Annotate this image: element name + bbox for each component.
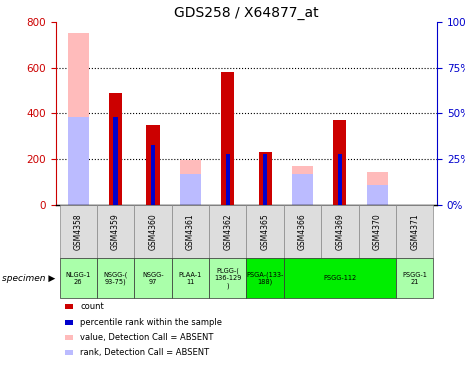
Text: GSM4360: GSM4360 — [148, 213, 158, 250]
FancyBboxPatch shape — [284, 205, 321, 258]
FancyBboxPatch shape — [60, 205, 97, 258]
FancyBboxPatch shape — [97, 258, 134, 298]
Text: PSGA-(133-
188): PSGA-(133- 188) — [246, 271, 284, 285]
Bar — [292, 174, 313, 205]
FancyBboxPatch shape — [396, 258, 433, 298]
Bar — [146, 125, 159, 205]
Text: count: count — [80, 302, 104, 311]
Text: NSGG-
97: NSGG- 97 — [142, 272, 164, 285]
Text: PLGG-(
136-129
): PLGG-( 136-129 ) — [214, 268, 241, 289]
Text: percentile rank within the sample: percentile rank within the sample — [80, 318, 222, 326]
Bar — [68, 33, 88, 205]
FancyBboxPatch shape — [246, 205, 284, 258]
Bar — [338, 154, 342, 205]
Text: PLAA-1
11: PLAA-1 11 — [179, 272, 202, 285]
Bar — [68, 117, 88, 205]
Text: GSM4370: GSM4370 — [373, 213, 382, 250]
Text: NSGG-(
93-75): NSGG-( 93-75) — [104, 271, 128, 285]
Text: rank, Detection Call = ABSENT: rank, Detection Call = ABSENT — [80, 348, 210, 357]
Text: NLGG-1
26: NLGG-1 26 — [66, 272, 91, 285]
Text: value, Detection Call = ABSENT: value, Detection Call = ABSENT — [80, 333, 214, 342]
Text: GSM4362: GSM4362 — [223, 213, 232, 250]
FancyBboxPatch shape — [172, 205, 209, 258]
FancyBboxPatch shape — [359, 205, 396, 258]
Bar — [180, 160, 201, 205]
FancyBboxPatch shape — [246, 258, 284, 298]
FancyBboxPatch shape — [97, 205, 134, 258]
Bar — [367, 185, 387, 205]
Text: specimen ▶: specimen ▶ — [2, 274, 56, 283]
Bar — [180, 174, 201, 205]
Bar — [263, 154, 267, 205]
FancyBboxPatch shape — [209, 258, 246, 298]
FancyBboxPatch shape — [321, 205, 359, 258]
FancyBboxPatch shape — [134, 258, 172, 298]
FancyBboxPatch shape — [60, 258, 97, 298]
FancyBboxPatch shape — [172, 258, 209, 298]
Bar — [226, 154, 230, 205]
FancyBboxPatch shape — [284, 258, 396, 298]
FancyBboxPatch shape — [209, 205, 246, 258]
Bar — [292, 166, 313, 205]
Text: GSM4359: GSM4359 — [111, 213, 120, 250]
Text: GSM4365: GSM4365 — [261, 213, 270, 250]
Bar — [259, 152, 272, 205]
Bar — [333, 120, 346, 205]
Text: PSGG-1
21: PSGG-1 21 — [402, 272, 427, 285]
Text: GSM4366: GSM4366 — [298, 213, 307, 250]
FancyBboxPatch shape — [396, 205, 433, 258]
FancyBboxPatch shape — [134, 205, 172, 258]
Text: GSM4358: GSM4358 — [74, 213, 83, 250]
Bar — [221, 72, 234, 205]
Text: GSM4361: GSM4361 — [186, 213, 195, 250]
Bar — [151, 145, 155, 205]
Text: GSM4369: GSM4369 — [335, 213, 345, 250]
Text: GSM4371: GSM4371 — [410, 213, 419, 250]
Bar — [367, 172, 387, 205]
Bar — [113, 117, 118, 205]
Title: GDS258 / X64877_at: GDS258 / X64877_at — [174, 5, 319, 19]
Text: PSGG-112: PSGG-112 — [323, 275, 357, 281]
Bar — [109, 93, 122, 205]
